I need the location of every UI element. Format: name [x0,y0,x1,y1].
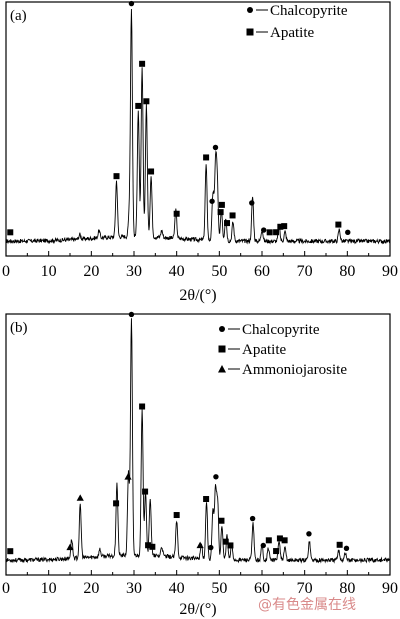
ammoniojarosite-marker [76,494,84,501]
apatite-marker [224,220,231,227]
apatite-marker [203,496,210,503]
x-tick-label: 40 [169,263,185,280]
x-tick-label: 80 [339,580,355,597]
apatite-marker [142,488,149,495]
apatite-marker [335,221,342,228]
x-axis-label: 2θ/(°) [179,287,216,304]
legend-square-marker [218,345,226,353]
watermark-text: @有色金属在线 [258,597,356,613]
x-tick-label: 90 [382,263,398,280]
x-tick-label: 0 [2,263,10,280]
plot-frame [5,313,391,576]
chalcopyrite-marker [306,531,312,537]
legend-label: Chalcopyrite [270,3,348,19]
apatite-marker [113,173,120,180]
x-tick-label: 60 [254,580,270,597]
apatite-marker [266,229,273,236]
x-tick-label: 50 [211,580,227,597]
x-tick-label: 70 [297,580,313,597]
apatite-marker [336,541,343,548]
legend-label: Ammoniojarosite [242,362,347,378]
x-tick-label: 80 [339,263,355,280]
chalcopyrite-marker [128,0,135,7]
x-axis-label: 2θ/(°) [179,601,216,618]
chalcopyrite-marker [212,144,219,151]
apatite-marker [217,209,224,216]
apatite-marker [229,212,236,219]
apatite-marker [135,102,142,109]
apatite-marker [7,548,14,555]
apatite-marker [276,535,283,542]
x-tick-label: 20 [83,263,99,280]
chalcopyrite-marker [213,474,219,480]
x-tick-label: 50 [211,263,227,280]
apatite-marker [218,517,225,524]
x-tick-label: 30 [126,580,142,597]
apatite-marker [145,542,152,549]
x-tick-label: 0 [2,580,10,597]
xrd-pattern-line [5,9,391,245]
legend-label: Apatite [242,342,286,358]
apatite-marker [7,229,14,236]
apatite-marker [277,223,284,230]
chalcopyrite-marker [128,311,135,318]
x-tick-label: 10 [41,263,57,280]
apatite-marker [139,403,146,410]
apatite-marker [281,537,288,544]
legend-square-marker [246,28,254,36]
apatite-marker [173,512,180,519]
x-tick-label: 40 [169,580,185,597]
apatite-marker [222,538,229,545]
x-tick-label: 60 [254,263,270,280]
plot-frame [5,1,391,257]
ammoniojarosite-marker [196,541,204,549]
x-tick-label: 10 [41,580,57,597]
apatite-marker [113,500,120,507]
ammoniojarosite-marker [66,543,74,551]
chalcopyrite-marker [209,198,215,204]
chalcopyrite-marker [208,544,214,551]
panel-label: (b) [10,320,28,336]
apatite-marker [203,154,210,161]
legend-label: Apatite [270,25,314,41]
x-tick-label: 90 [382,580,398,597]
apatite-marker [281,223,288,230]
ammoniojarosite-marker [124,473,132,480]
apatite-marker [265,537,272,544]
apatite-marker [148,168,155,175]
apatite-marker [218,201,225,208]
legend-circle-marker [219,326,225,332]
x-tick-label: 70 [297,263,313,280]
x-tick-label: 30 [126,263,142,280]
apatite-marker [173,210,180,217]
panel-label: (a) [10,8,27,24]
apatite-marker [273,229,280,236]
x-tick-label: 20 [83,580,99,597]
legend-label: Chalcopyrite [242,322,320,338]
xrd-panel-b: 0 10 20 30 40 50 60 70 80 90 2θ/(°) (b) Chalcopyrite… [2,311,398,618]
apatite-marker [227,542,234,549]
apatite-marker [139,60,146,67]
chalcopyrite-marker [345,229,351,236]
legend-triangle-marker [218,365,226,373]
legend-circle-marker [247,7,253,13]
apatite-marker [149,543,156,550]
xrd-pattern-line [5,318,391,564]
chalcopyrite-marker [260,542,266,549]
chalcopyrite-marker [343,545,350,552]
chalcopyrite-marker [261,227,267,233]
apatite-marker [273,548,280,555]
apatite-marker [143,98,150,105]
xrd-panel-a: 0 10 20 30 40 50 60 70 80 90 2θ/(°) (a) Chalcopyrite… [2,0,398,304]
chalcopyrite-marker [249,515,256,522]
chalcopyrite-marker [249,200,255,206]
